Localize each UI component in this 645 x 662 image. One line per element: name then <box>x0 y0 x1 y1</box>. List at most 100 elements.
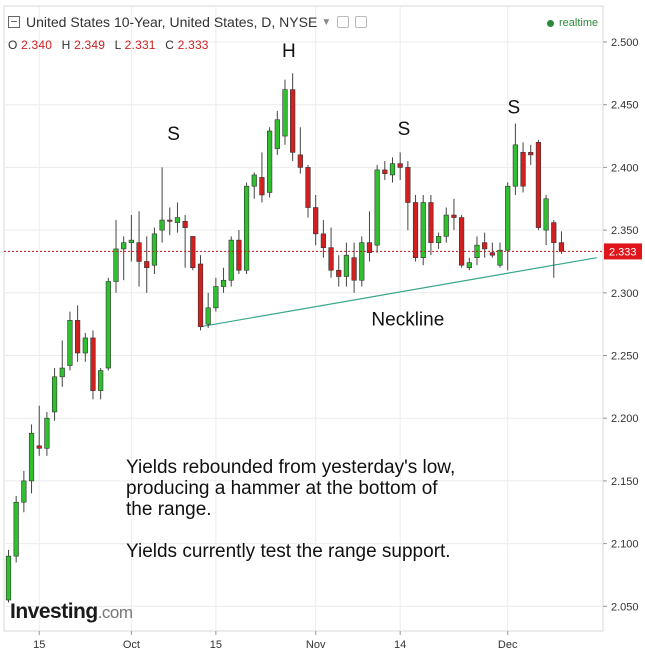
logo-domain: .com <box>97 603 133 622</box>
candle-body <box>520 152 526 187</box>
candle-body <box>75 320 81 354</box>
x-tick-label: 14 <box>394 639 406 651</box>
logo-name: Investing <box>10 600 98 623</box>
candle-body <box>351 257 357 281</box>
candle-body <box>105 281 111 369</box>
realtime-indicator: realtime <box>547 17 598 29</box>
candle-body <box>251 174 257 187</box>
x-tick-label: 15 <box>33 639 45 651</box>
candle-body <box>113 248 119 282</box>
status-dot-icon <box>547 19 554 27</box>
candle-body <box>359 242 365 281</box>
y-tick-label: 2.150 <box>611 476 639 488</box>
close-value: 2.333 <box>177 38 209 52</box>
pattern-label: H <box>282 41 296 62</box>
candle-body <box>205 307 211 325</box>
y-tick-label: 2.500 <box>611 37 639 49</box>
candle-body <box>197 263 204 327</box>
candle-body <box>389 163 396 176</box>
candle-body <box>28 432 35 482</box>
low-value: 2.331 <box>124 38 156 52</box>
candle-body <box>290 89 296 153</box>
candle-body <box>13 501 19 557</box>
candle-body <box>274 119 280 149</box>
candle-body <box>82 337 88 354</box>
candle-body <box>482 242 488 250</box>
candle-body <box>451 214 457 218</box>
ohlc-readout: O 2.340 H 2.349 L 2.331 C 2.333 <box>8 38 215 52</box>
candle-body <box>412 202 419 258</box>
candle-body <box>313 207 319 235</box>
y-tick-label: 2.100 <box>611 539 639 551</box>
candle-body <box>443 214 449 237</box>
candle-body <box>535 142 542 228</box>
candle-body <box>343 254 350 277</box>
candle-body <box>236 239 242 271</box>
candle-body <box>543 198 549 231</box>
candle-body <box>489 252 495 256</box>
commentary-line: Yields currently test the range support. <box>126 541 451 562</box>
investing-logo: Investing.com <box>10 600 133 624</box>
current-price-label: 2.333 <box>609 246 637 258</box>
pattern-label: S <box>508 97 521 118</box>
candle-body <box>366 242 373 253</box>
candle-body <box>435 236 442 243</box>
collapse-icon[interactable] <box>8 16 20 28</box>
candle-body <box>151 233 158 266</box>
candle-body <box>167 219 173 222</box>
realtime-label: realtime <box>559 17 599 29</box>
candle-body <box>136 242 142 262</box>
commentary-line: Yields rebounded from yesterday's low, <box>126 457 455 478</box>
candle-body <box>182 221 188 228</box>
candle-body <box>144 261 150 269</box>
close-label: C <box>165 38 175 52</box>
candle-body <box>259 177 265 196</box>
candle-body <box>459 217 465 266</box>
gear-icon[interactable] <box>355 16 368 28</box>
y-tick-label: 2.450 <box>611 100 639 112</box>
candle-body <box>5 555 12 601</box>
low-label: L <box>114 38 122 52</box>
candle-body <box>128 239 134 243</box>
candle-body <box>336 269 342 277</box>
chart-header: United States 10-Year, United States, D,… <box>8 14 368 30</box>
pattern-label: S <box>398 119 411 140</box>
chevron-down-icon[interactable]: ▼ <box>321 16 332 28</box>
candle-body <box>243 185 250 271</box>
candle-body <box>190 236 196 269</box>
grid-lines <box>3 5 604 632</box>
candle-body <box>405 167 411 203</box>
candle-body <box>505 185 511 251</box>
y-tick-label: 2.250 <box>611 351 639 363</box>
candle-body <box>220 279 227 287</box>
pattern-label: S <box>167 124 180 145</box>
candle-body <box>512 144 518 187</box>
candle-body <box>428 202 434 243</box>
y-tick-label: 2.200 <box>611 413 639 425</box>
candle-body <box>497 249 503 266</box>
candle-body <box>551 222 557 243</box>
eye-icon[interactable] <box>337 16 350 28</box>
current-price-tag <box>604 243 642 260</box>
candle-body <box>121 242 127 250</box>
candle-body <box>558 242 565 252</box>
candle-body <box>90 337 96 391</box>
commentary-line: the range. <box>126 499 212 520</box>
candle-body <box>67 320 73 366</box>
candle-body <box>21 480 27 503</box>
candle-body <box>382 169 388 174</box>
chart-title[interactable]: United States 10-Year, United States, D,… <box>26 14 318 30</box>
plot-frame <box>3 5 604 632</box>
candle-body <box>282 89 288 137</box>
candle-body <box>328 247 334 271</box>
candle-body <box>466 262 472 269</box>
open-label: O <box>8 38 18 52</box>
neckline-label: Neckline <box>371 309 444 330</box>
y-tick-label: 2.400 <box>611 162 639 174</box>
x-tick-label: Nov <box>306 639 326 651</box>
neckline-layer <box>200 257 597 328</box>
commentary-line: producing a hammer at the bottom of <box>126 478 438 499</box>
y-tick-label: 2.350 <box>611 225 639 237</box>
